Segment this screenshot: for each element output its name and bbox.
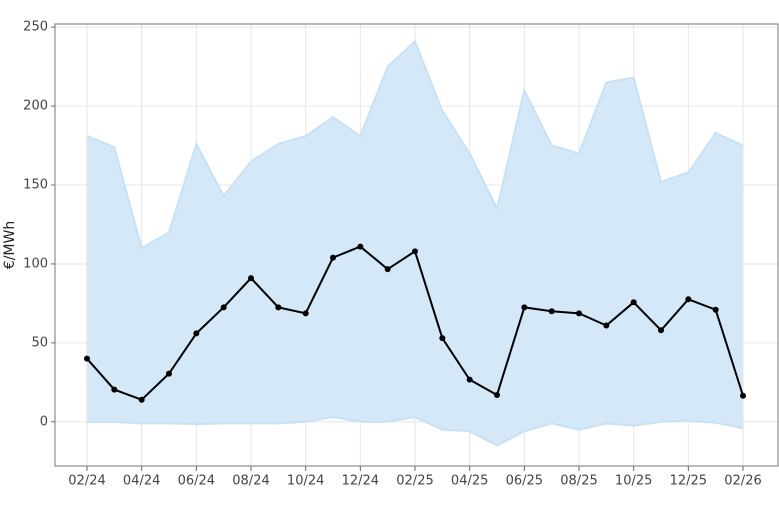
x-tick-label: 12/25 bbox=[670, 474, 707, 489]
y-tick-label: 100 bbox=[23, 256, 48, 271]
point bbox=[302, 310, 309, 317]
point bbox=[521, 304, 528, 311]
x-tick-label: 02/26 bbox=[724, 474, 761, 489]
y-tick-label: 150 bbox=[23, 178, 48, 193]
point bbox=[84, 355, 90, 362]
x-tick-label: 02/24 bbox=[68, 474, 105, 489]
point bbox=[330, 254, 336, 261]
x-tick-label: 08/25 bbox=[560, 474, 597, 489]
range-band bbox=[87, 41, 743, 446]
x-tick-label: 12/24 bbox=[342, 474, 379, 489]
y-tick-label: 0 bbox=[40, 414, 48, 429]
point bbox=[685, 296, 692, 303]
point bbox=[466, 376, 473, 383]
x-tick-label: 10/24 bbox=[287, 474, 324, 489]
x-tick-label: 08/24 bbox=[232, 474, 269, 489]
band-edge bbox=[87, 416, 744, 447]
point bbox=[603, 322, 610, 329]
y-tick-label: 50 bbox=[31, 335, 48, 350]
x-tick-label: 06/24 bbox=[178, 474, 215, 489]
x-tick-label: 02/25 bbox=[396, 474, 433, 489]
point bbox=[576, 310, 582, 317]
point bbox=[548, 308, 555, 315]
point bbox=[248, 275, 254, 282]
point bbox=[740, 392, 746, 399]
point bbox=[138, 396, 145, 403]
point bbox=[166, 370, 172, 377]
x-tick-label: 10/25 bbox=[615, 474, 652, 489]
band-edge bbox=[86, 39, 744, 250]
x-tick-label: 06/25 bbox=[506, 474, 543, 489]
point bbox=[658, 327, 664, 334]
y-axis-label: €/MWh bbox=[2, 221, 18, 269]
point bbox=[357, 243, 364, 250]
x-tick-label: 04/24 bbox=[123, 474, 160, 489]
point bbox=[384, 266, 391, 273]
point bbox=[412, 248, 418, 255]
point bbox=[193, 330, 200, 337]
point bbox=[275, 304, 282, 311]
y-tick-label: 250 bbox=[23, 20, 48, 35]
x-tick-label: 04/25 bbox=[451, 474, 488, 489]
point bbox=[630, 299, 637, 306]
plot-frame bbox=[54, 23, 779, 467]
point bbox=[111, 386, 118, 393]
y-tick-label: 200 bbox=[23, 99, 48, 114]
point bbox=[494, 391, 500, 398]
point bbox=[712, 306, 719, 313]
point bbox=[220, 304, 227, 311]
point bbox=[439, 335, 446, 342]
